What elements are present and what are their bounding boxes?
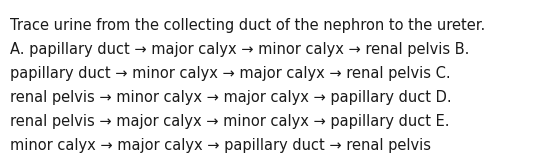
Text: papillary duct → minor calyx → major calyx → renal pelvis C.: papillary duct → minor calyx → major cal… xyxy=(10,66,451,81)
Text: minor calyx → major calyx → papillary duct → renal pelvis: minor calyx → major calyx → papillary du… xyxy=(10,138,431,153)
Text: renal pelvis → minor calyx → major calyx → papillary duct D.: renal pelvis → minor calyx → major calyx… xyxy=(10,90,451,105)
Text: A. papillary duct → major calyx → minor calyx → renal pelvis B.: A. papillary duct → major calyx → minor … xyxy=(10,42,469,57)
Text: renal pelvis → major calyx → minor calyx → papillary duct E.: renal pelvis → major calyx → minor calyx… xyxy=(10,114,450,129)
Text: Trace urine from the collecting duct of the nephron to the ureter.: Trace urine from the collecting duct of … xyxy=(10,18,485,33)
